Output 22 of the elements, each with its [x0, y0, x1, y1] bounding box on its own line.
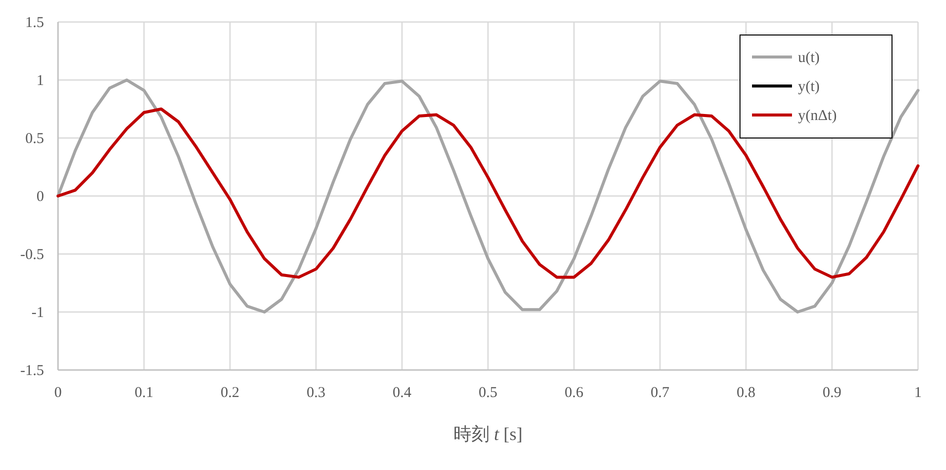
- x-axis-title: 時刻 t [s]: [453, 424, 523, 444]
- x-tick-label: 0.3: [306, 385, 326, 401]
- x-tick-label: 0: [54, 385, 62, 401]
- legend-label: y(t): [798, 79, 820, 95]
- x-tick-label: 1: [914, 385, 922, 401]
- x-tick-label: 0.2: [220, 385, 240, 401]
- legend-label: u(t): [798, 50, 820, 66]
- x-tick-label: 0.6: [564, 385, 584, 401]
- y-tick-label: 1: [36, 73, 44, 89]
- x-tick-label: 0.1: [134, 385, 154, 401]
- x-tick-label: 0.8: [736, 385, 756, 401]
- y-tick-label: -1: [32, 305, 44, 321]
- x-tick-label: 0.4: [392, 385, 412, 401]
- y-tick-label: 0.5: [25, 131, 44, 147]
- y-tick-label: 1.5: [25, 15, 44, 31]
- x-tick-label: 0.7: [650, 385, 670, 401]
- y-tick-label: -1.5: [20, 363, 44, 379]
- x-tick-label: 0.5: [478, 385, 498, 401]
- y-tick-label: 0: [36, 189, 44, 205]
- legend-label: y(nΔt): [798, 108, 837, 124]
- y-tick-label: -0.5: [20, 247, 44, 263]
- x-tick-label: 0.9: [822, 385, 842, 401]
